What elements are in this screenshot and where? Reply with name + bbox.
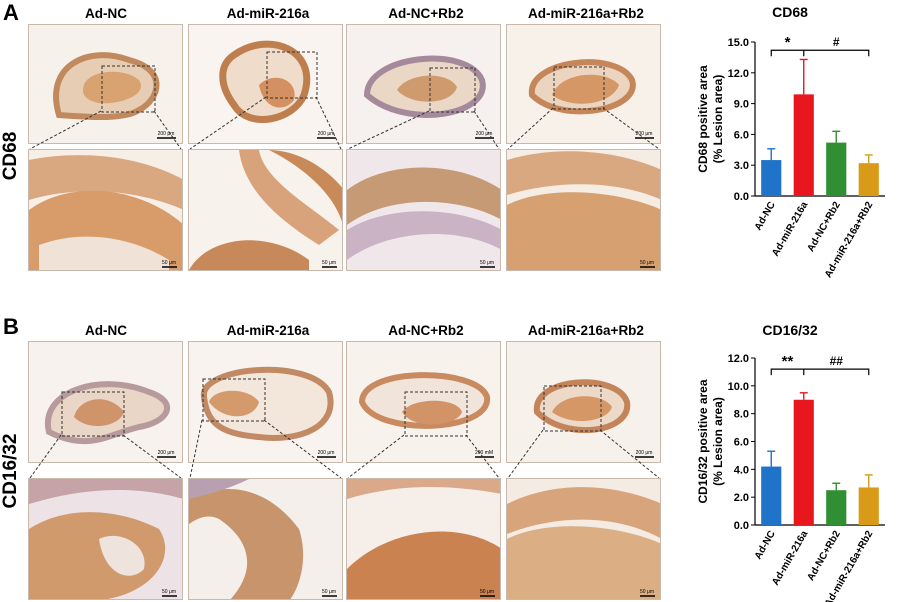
scale-bar-label: 50 μm bbox=[322, 260, 336, 266]
scale-bar-label: 200 μm bbox=[636, 131, 653, 137]
bar bbox=[761, 466, 782, 525]
bar bbox=[858, 163, 879, 196]
micrograph-b-ad-nc-rb2-zoom: 50 μm bbox=[346, 478, 501, 600]
y-axis-label: CD16/32 positive area(% Lesion area) bbox=[696, 379, 725, 503]
micrograph-a-ad-nc-overview: 200 μm bbox=[28, 24, 183, 144]
y-axis-label-line: (% Lesion area) bbox=[711, 397, 725, 486]
bar bbox=[826, 490, 847, 525]
micrograph-b-ad-nc-zoom: 50 μm bbox=[28, 478, 183, 600]
scale-bar-label: 200 μm bbox=[158, 131, 175, 137]
x-tick-label: Ad-NC+Rb2 bbox=[805, 529, 843, 583]
bar-chart-cd16-32: 0.0 2.0 4.0 6.0 8.0 10.0 12.0 CD16/32 positive … bbox=[696, 353, 885, 602]
micrograph-b-ad-nc-rb2-overview: 200 mM bbox=[346, 341, 501, 463]
micrograph-a-ad-mir-216a-rb2-zoom: 50 μm bbox=[506, 149, 661, 271]
micrograph-b-ad-mir-216a-rb2-overview: 200 μm bbox=[506, 341, 661, 463]
bar bbox=[826, 142, 847, 196]
scale-bar-label: 50 μm bbox=[162, 260, 176, 266]
scale-bar-label: 50 μm bbox=[162, 589, 176, 595]
scale-bar-label: 50 μm bbox=[640, 589, 654, 595]
bar bbox=[858, 487, 879, 525]
group-header-b-2: Ad-miR-216a bbox=[226, 323, 310, 338]
group-header-a-4: Ad-miR-216a+Rb2 bbox=[528, 6, 644, 21]
y-axis-label-line: CD16/32 positive area bbox=[696, 379, 710, 503]
y-tick-label: 12.0 bbox=[728, 353, 749, 365]
y-tick-label: 15.0 bbox=[728, 37, 749, 49]
group-header-a-1: Ad-NC bbox=[85, 6, 127, 21]
chart-title-cd16-32: CD16/32 bbox=[762, 322, 818, 338]
scale-bar-label: 200 μm bbox=[318, 131, 335, 137]
y-axis-label-line: CD68 positive area bbox=[696, 65, 710, 173]
y-axis-label: CD68 positive area(% Lesion area) bbox=[696, 65, 725, 173]
x-tick-label: Ad-miR-216a bbox=[770, 529, 810, 588]
y-tick-label: 10.0 bbox=[728, 381, 749, 393]
scale-bar-label: 50 μm bbox=[480, 589, 494, 595]
bar bbox=[793, 94, 814, 196]
y-tick-label: 0.0 bbox=[734, 191, 749, 203]
scale-bar-label: 50 μm bbox=[640, 260, 654, 266]
significance-bracket bbox=[770, 368, 805, 376]
significance-bracket bbox=[803, 368, 870, 376]
micrograph-a-ad-mir-216a-zoom: 50 μm bbox=[188, 149, 343, 271]
panel-letter-a: A bbox=[3, 0, 19, 25]
bar bbox=[761, 160, 782, 196]
x-tick-label: Ad-NC bbox=[753, 200, 778, 232]
micrograph-b-ad-nc-overview: 200 μm bbox=[28, 341, 183, 463]
group-header-b-3: Ad-NC+Rb2 bbox=[388, 323, 464, 338]
scale-bar-label: 200 μm bbox=[476, 131, 493, 137]
group-header-a-3: Ad-NC+Rb2 bbox=[388, 6, 464, 21]
scale-bar-label: 200 mM bbox=[475, 450, 493, 456]
scale-bar-label: 50 μm bbox=[480, 260, 494, 266]
y-tick-label: 6.0 bbox=[734, 437, 749, 449]
scale-bar-label: 200 μm bbox=[636, 450, 653, 456]
y-tick-label: 0.0 bbox=[734, 520, 749, 532]
significance-label: ## bbox=[830, 354, 844, 368]
y-tick-label: 12.0 bbox=[728, 68, 749, 80]
group-header-a-2: Ad-miR-216a bbox=[226, 6, 310, 21]
significance-bracket bbox=[770, 49, 805, 57]
significance-label: ** bbox=[782, 353, 794, 370]
scale-bar-label: 200 μm bbox=[318, 450, 335, 456]
group-header-b-4: Ad-miR-216a+Rb2 bbox=[528, 323, 644, 338]
scale-bar-label: 200 μm bbox=[158, 450, 175, 456]
bar-chart-cd68: 0.0 3.0 6.0 9.0 12.0 15.0 CD68 positive area(%… bbox=[696, 34, 885, 280]
y-tick-label: 3.0 bbox=[734, 160, 749, 172]
y-tick-label: 8.0 bbox=[734, 409, 749, 421]
micrograph-a-ad-nc-zoom: 50 μm bbox=[28, 149, 183, 271]
y-tick-label: 2.0 bbox=[734, 492, 749, 504]
x-tick-label: Ad-NC+Rb2 bbox=[805, 200, 843, 254]
micrograph-a-ad-nc-rb2-zoom: 50 μm bbox=[346, 149, 501, 271]
y-tick-label: 6.0 bbox=[734, 129, 749, 141]
micrograph-a-ad-nc-rb2-overview: 200 μm bbox=[346, 24, 501, 144]
micrograph-b-ad-mir-216a-zoom: 50 μm bbox=[188, 478, 343, 600]
chart-title-cd68: CD68 bbox=[772, 4, 808, 20]
y-axis-label-line: (% Lesion area) bbox=[711, 75, 725, 164]
group-header-b-1: Ad-NC bbox=[85, 323, 127, 338]
micrograph-b-ad-mir-216a-rb2-zoom: 50 μm bbox=[506, 478, 661, 600]
significance-label: * bbox=[785, 34, 791, 51]
bar bbox=[793, 399, 814, 525]
x-tick-label: Ad-miR-216a bbox=[770, 200, 810, 259]
micrograph-b-ad-mir-216a-overview: 200 μm bbox=[188, 341, 343, 463]
y-tick-label: 9.0 bbox=[734, 99, 749, 111]
micrograph-a-ad-mir-216a-rb2-overview: 200 μm bbox=[506, 24, 661, 144]
significance-label: # bbox=[833, 35, 840, 49]
significance-bracket bbox=[803, 49, 870, 57]
micrograph-a-ad-mir-216a-overview: 200 μm bbox=[188, 24, 343, 144]
panel-letter-b: B bbox=[3, 314, 19, 339]
scale-bar-label: 50 μm bbox=[322, 589, 336, 595]
x-tick-label: Ad-NC bbox=[753, 529, 778, 561]
y-tick-label: 4.0 bbox=[734, 464, 749, 476]
